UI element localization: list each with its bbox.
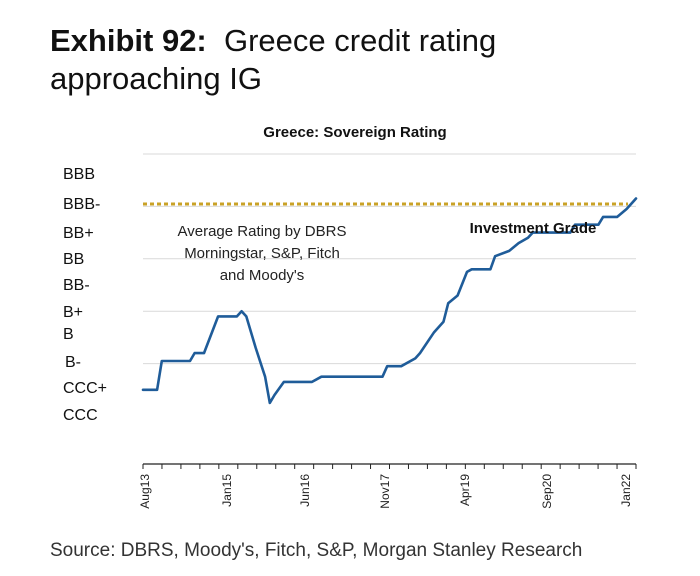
x-tick-label: Aug13 [138,474,152,509]
source-note: Source: DBRS, Moody's, Fitch, S&P, Morga… [50,540,583,561]
x-axis: Aug13 Jan15 Jun16 Nov17 Apr19 Sep20 Jan22 [138,463,637,509]
y-tick-label: CCC [63,407,98,424]
y-tick-label: BB+ [63,225,94,242]
x-tick-label: Apr19 [458,474,472,506]
y-tick-label: CCC+ [63,380,107,397]
investment-grade-label: Investment Grade [470,220,597,237]
series-annotation-line: Morningstar, S&P, Fitch [184,245,340,262]
y-tick-label: BBB [63,166,95,183]
y-tick-label: B+ [63,304,83,321]
y-tick-label: B- [65,354,81,371]
rating-series-line [141,197,638,405]
exhibit-title: Exhibit 92: Greece credit rating approac… [50,22,670,98]
series-line [141,197,638,405]
chart-title: Greece: Sovereign Rating [263,124,446,141]
x-tick-label: Nov17 [378,474,392,509]
exhibit-heading: Greece credit rating approaching IG [50,23,497,96]
series-annotation: Average Rating by DBRS Morningstar, S&P, … [178,223,347,284]
y-tick-label: BB- [63,277,90,294]
exhibit-label: Exhibit 92: [50,23,207,58]
x-tick-label: Jan15 [220,474,234,507]
y-tick-label: BBB- [63,196,100,213]
y-tick-label: B [63,326,74,343]
x-tick-label: Sep20 [540,474,554,509]
y-tick-label: BB [63,251,84,268]
series-annotation-line: Average Rating by DBRS [178,223,347,240]
x-tick-label: Jan22 [619,474,633,507]
x-tick-label: Jun16 [298,474,312,507]
series-annotation-line: and Moody's [220,267,305,284]
grid-lines [143,153,636,365]
